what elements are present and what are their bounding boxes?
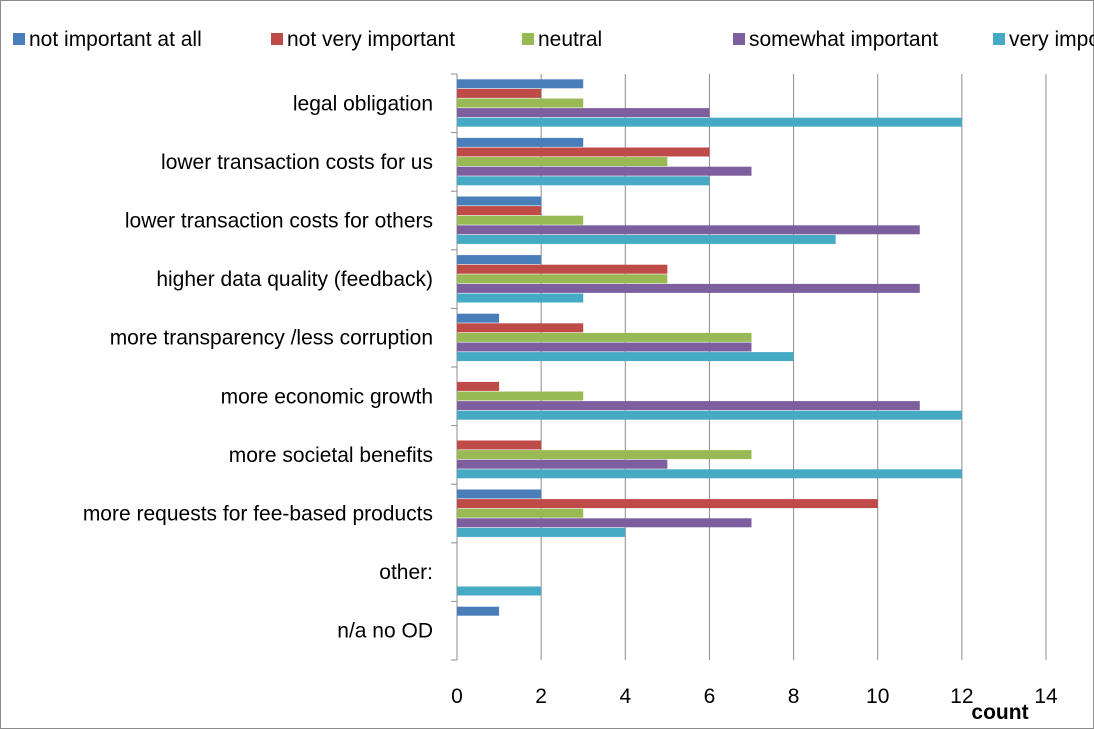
- bar-1-5: [457, 117, 962, 127]
- bar-6-5: [457, 410, 962, 420]
- bar-3-3: [457, 215, 584, 225]
- bar-2-5: [457, 176, 710, 186]
- bar-2-1: [457, 137, 584, 147]
- bar-1-1: [457, 79, 584, 89]
- bar-5-5: [457, 352, 794, 362]
- bar-7-4: [457, 459, 668, 469]
- category-label-4: higher data quality (feedback): [156, 268, 433, 291]
- bar-8-3: [457, 508, 584, 518]
- bar-1-4: [457, 108, 710, 118]
- tick-label-0: 0: [451, 685, 463, 708]
- category-labels: legal obligation lower transaction costs …: [83, 92, 433, 642]
- category-label-1: legal obligation: [293, 92, 433, 115]
- bar-1-3: [457, 98, 584, 108]
- bar-6-2: [457, 381, 500, 391]
- bar-7-2: [457, 440, 542, 450]
- bar-3-4: [457, 225, 920, 235]
- bar-5-2: [457, 323, 584, 333]
- legend-swatch-1: [13, 33, 25, 45]
- bar-8-1: [457, 489, 542, 499]
- tick-label-14: 14: [1034, 685, 1058, 708]
- category-label-7: more societal benefits: [229, 444, 433, 467]
- tick-label-4: 4: [619, 685, 631, 708]
- legend: not important at all not very important ne…: [13, 28, 1094, 51]
- bar-4-2: [457, 264, 668, 274]
- bar-3-2: [457, 206, 542, 216]
- tick-label-6: 6: [704, 685, 716, 708]
- bar-7-3: [457, 450, 752, 460]
- bar-9-5: [457, 586, 542, 596]
- legend-label-2: not very important: [287, 28, 455, 51]
- category-label-2: lower transaction costs for us: [161, 151, 433, 174]
- tick-label-8: 8: [788, 685, 800, 708]
- bar-3-1: [457, 196, 542, 206]
- x-axis-title: count: [971, 701, 1028, 724]
- legend-swatch-3: [522, 33, 534, 45]
- bar-4-5: [457, 293, 584, 303]
- bar-1-2: [457, 88, 542, 98]
- bar-8-4: [457, 518, 752, 528]
- legend-label-5: very important: [1009, 28, 1094, 51]
- category-label-6: more economic growth: [221, 385, 433, 408]
- tick-label-12: 12: [950, 685, 973, 708]
- category-label-10: n/a no OD: [337, 620, 433, 643]
- bar-7-5: [457, 469, 962, 479]
- legend-label-1: not important at all: [29, 28, 202, 51]
- bar-4-4: [457, 283, 920, 293]
- tick-label-10: 10: [866, 685, 889, 708]
- legend-label-4: somewhat important: [749, 28, 938, 51]
- bar-3-5: [457, 234, 836, 244]
- category-label-8: more requests for fee-based products: [83, 503, 433, 526]
- bar-6-4: [457, 401, 920, 411]
- bar-6-3: [457, 391, 584, 401]
- legend-swatch-5: [993, 33, 1005, 45]
- legend-label-3: neutral: [538, 28, 602, 51]
- bar-5-4: [457, 342, 752, 352]
- tick-label-2: 2: [535, 685, 547, 708]
- bar-2-2: [457, 147, 710, 157]
- bar-8-5: [457, 527, 626, 537]
- tick-labels: 0 2 4 6 8 10 12 14: [451, 685, 1058, 708]
- bar-10-1: [457, 606, 500, 616]
- bar-4-1: [457, 255, 542, 265]
- bar-8-2: [457, 499, 878, 509]
- bar-5-3: [457, 332, 752, 342]
- category-label-3: lower transaction costs for others: [125, 210, 433, 233]
- bar-2-3: [457, 157, 668, 167]
- bar-2-4: [457, 166, 752, 176]
- legend-swatch-4: [733, 33, 745, 45]
- category-label-9: other:: [379, 561, 433, 584]
- bar-4-3: [457, 274, 668, 284]
- bar-5-1: [457, 313, 500, 323]
- bars: [457, 79, 962, 616]
- category-label-5: more transparency /less corruption: [110, 327, 433, 350]
- legend-swatch-2: [271, 33, 283, 45]
